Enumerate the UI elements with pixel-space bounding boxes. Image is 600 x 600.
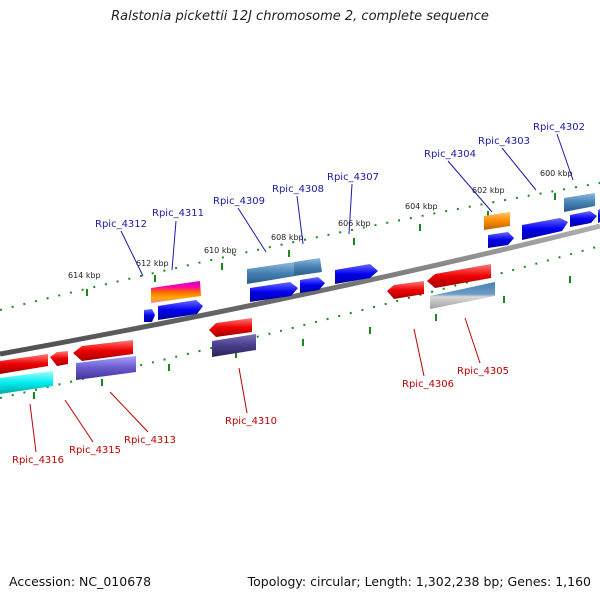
gene-rpic-4302[interactable] (564, 193, 595, 212)
gene-rpic-4313-a[interactable] (73, 340, 133, 361)
gene-rpic-4312[interactable] (144, 309, 155, 322)
gene-rpic-4316[interactable] (0, 371, 53, 394)
major-ticks (33, 193, 571, 399)
gene-rpic-4316-a[interactable] (0, 354, 48, 374)
gene-label-rpic-4308[interactable]: Rpic_4308 (272, 184, 324, 195)
gene-rpic-4309[interactable] (247, 262, 295, 284)
gene-label-rpic-4304[interactable]: Rpic_4304 (424, 149, 476, 160)
gene-label-rpic-4310[interactable]: Rpic_4310 (225, 416, 277, 427)
gene-label-rpic-4306[interactable]: Rpic_4306 (402, 379, 454, 390)
gene-rpic-4302-a[interactable] (570, 211, 597, 227)
gene-rpic-4305[interactable] (430, 282, 495, 309)
gene-rpic-4313[interactable] (76, 356, 136, 380)
kbp-label-604: 604 kbp (405, 202, 438, 211)
gene-label-rpic-4315[interactable]: Rpic_4315 (69, 445, 121, 456)
leader-lines-top (120, 133, 574, 277)
gene-rpic-4308-a[interactable] (294, 258, 322, 276)
gene-label-rpic-4309[interactable]: Rpic_4309 (213, 196, 265, 207)
gene-rpic-4310-a[interactable] (209, 318, 252, 337)
chromosome-backbone (0, 223, 600, 357)
gene-rpic-4308[interactable] (300, 277, 325, 293)
topology-summary: Topology: circular; Length: 1,302,238 bp… (247, 574, 591, 589)
kbp-label-600: 600 kbp (540, 169, 573, 178)
kbp-label-610: 610 kbp (204, 246, 237, 255)
kbp-label-612: 612 kbp (136, 259, 169, 268)
gene-rpic-4306[interactable] (387, 281, 424, 299)
gene-rpic-4305-a[interactable] (427, 264, 491, 288)
gene-rpic-4310[interactable] (212, 334, 256, 357)
diagram-title: Ralstonia pickettii 12J chromosome 2, co… (111, 9, 489, 24)
gene-label-rpic-4302[interactable]: Rpic_4302 (533, 122, 585, 133)
leader-lines-bottom (29, 317, 481, 453)
kbp-label-606: 606 kbp (338, 219, 371, 228)
gene-label-rpic-4316[interactable]: Rpic_4316 (12, 455, 64, 466)
gene-rpic-4315[interactable] (50, 351, 68, 366)
gene-label-rpic-4305[interactable]: Rpic_4305 (457, 366, 509, 377)
gene-rpic-4304[interactable] (488, 232, 514, 248)
gene-label-rpic-4311[interactable]: Rpic_4311 (152, 208, 204, 219)
gene-rpic-4311-a[interactable] (158, 300, 203, 320)
gene-label-rpic-4307[interactable]: Rpic_4307 (327, 172, 379, 183)
gene-rpic-4303[interactable] (522, 218, 568, 240)
gene-label-rpic-4312[interactable]: Rpic_4312 (95, 219, 147, 230)
forward-genes (144, 193, 600, 322)
kbp-label-608: 608 kbp (271, 233, 304, 242)
accession-label: Accession: NC_010678 (9, 574, 152, 589)
gene-rpic-4311[interactable] (151, 281, 201, 303)
kbp-label-614: 614 kbp (68, 271, 101, 280)
gene-rpic-4309-a[interactable] (250, 282, 298, 302)
gene-rpic-4304-a[interactable] (484, 212, 510, 230)
kbp-label-602: 602 kbp (472, 186, 505, 195)
scale-track-upper (0, 182, 600, 311)
gene-rpic-4307[interactable] (335, 264, 378, 284)
gene-label-rpic-4313[interactable]: Rpic_4313 (124, 435, 176, 446)
gene-label-rpic-4303[interactable]: Rpic_4303 (478, 136, 530, 147)
reverse-genes (0, 264, 495, 394)
